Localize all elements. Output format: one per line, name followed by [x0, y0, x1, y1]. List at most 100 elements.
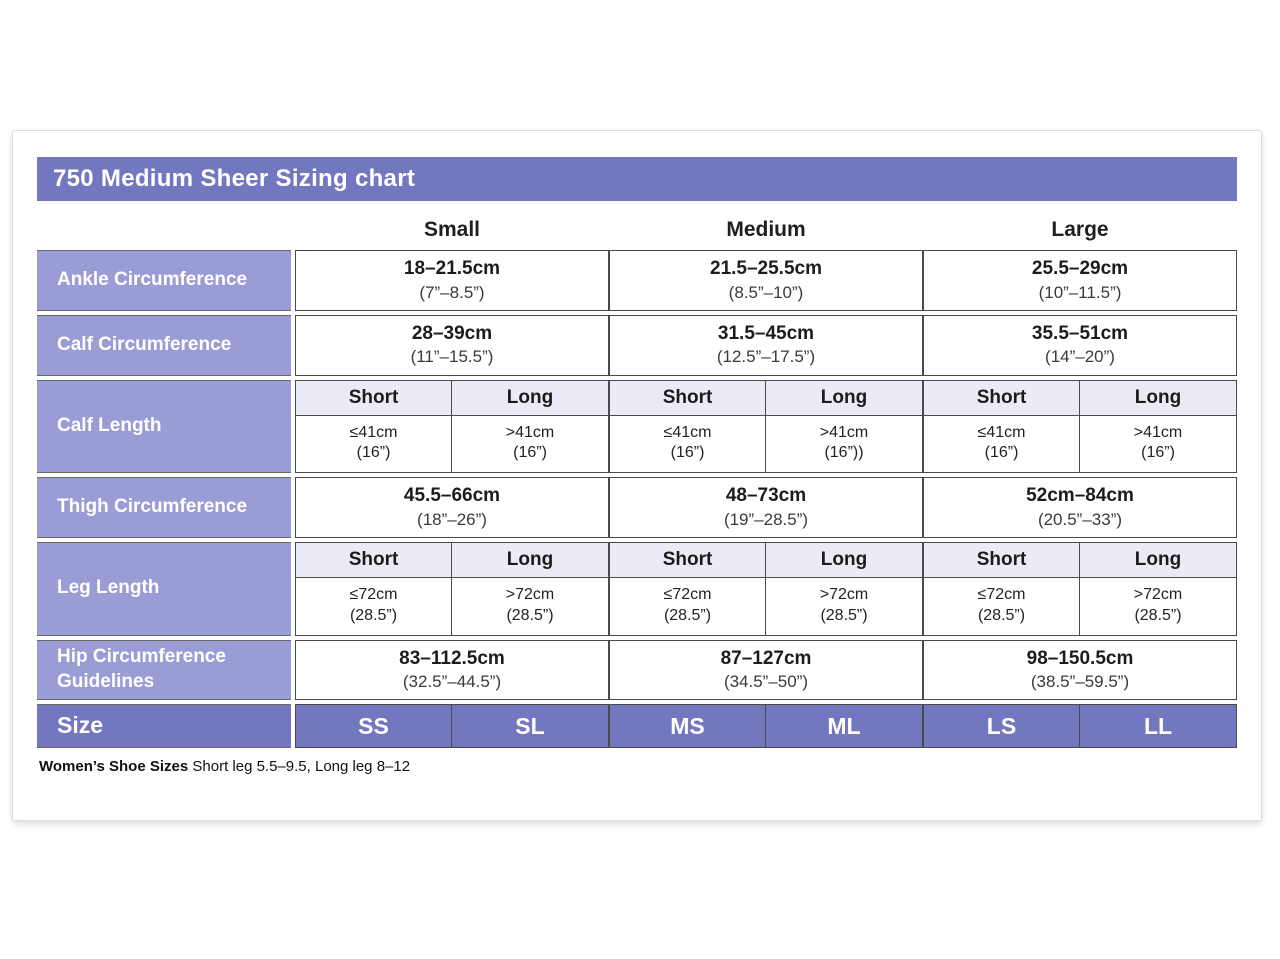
row-size: Size SS SL MS ML LS LL	[37, 704, 1237, 749]
calf-length-subheader: Long	[452, 379, 609, 416]
row-label-hip-circumference: Hip Circumference Guidelines	[37, 639, 291, 701]
chart-title-bar: 750 Medium Sheer Sizing chart	[37, 157, 1237, 201]
cell-main: 98–150.5cm	[1026, 647, 1134, 669]
column-header-small: Small	[423, 218, 481, 241]
calf-length-small-long-cell: >41cm (16”)	[452, 415, 609, 474]
hip-large-cell: 98–150.5cm (38.5”–59.5”)	[923, 639, 1237, 701]
cell-sub: (11”–15.5”)	[410, 347, 494, 367]
cell-main: ≤72cm	[977, 585, 1026, 603]
leg-length-medium-short-cell: ≤72cm (28.5”)	[609, 577, 766, 636]
row-calf-length: Calf Length Short Long Short Long Short …	[37, 379, 1237, 474]
cell-sub: (28.5”)	[1134, 606, 1182, 624]
chart-title: 750 Medium Sheer Sizing chart	[53, 165, 416, 192]
calf-length-subheader: Short	[295, 379, 452, 416]
row-hip-circumference: Hip Circumference Guidelines 83–112.5cm …	[37, 639, 1237, 701]
cell-sub: (28.5”)	[663, 606, 712, 624]
leg-length-large-long-cell: >72cm (28.5”)	[1080, 577, 1237, 636]
cell-main: ≤41cm	[663, 423, 712, 441]
row-label-size: Size	[37, 704, 291, 749]
shoe-sizes-footnote: Women’s Shoe Sizes Short leg 5.5–9.5, Lo…	[39, 758, 1235, 775]
calf-length-medium-short-cell: ≤41cm (16”)	[609, 415, 766, 474]
column-header-large: Large	[1051, 218, 1109, 241]
cell-sub: (34.5”–50”)	[723, 672, 809, 692]
calf-length-large-long-cell: >41cm (16”)	[1080, 415, 1237, 474]
cell-main: 25.5–29cm	[1031, 258, 1129, 279]
cell-main: >41cm	[1133, 423, 1183, 441]
cell-main: 48–73cm	[725, 485, 807, 507]
cell-main: 21.5–25.5cm	[710, 258, 822, 279]
row-label-ankle-circumference: Ankle Circumference	[37, 250, 291, 311]
cell-sub: (28.5”)	[820, 606, 868, 624]
leg-length-small-long-cell: >72cm (28.5”)	[452, 577, 609, 636]
size-cell-ms: MS	[609, 704, 766, 749]
cell-sub: (7”–8.5”)	[419, 282, 485, 302]
calf-length-large-short-cell: ≤41cm (16”)	[923, 415, 1080, 474]
leg-length-small-short-cell: ≤72cm (28.5”)	[295, 577, 452, 636]
cell-sub: (12.5”–17.5”)	[716, 347, 816, 367]
footnote-bold-text: Women’s Shoe Sizes	[39, 758, 189, 776]
calf-length-subheader: Short	[923, 379, 1080, 416]
cell-sub: (18”–26”)	[417, 509, 487, 529]
row-thigh-circumference: Thigh Circumference 45.5–66cm (18”–26”) …	[37, 477, 1237, 538]
cell-sub: (28.5”)	[506, 606, 554, 624]
thigh-large-cell: 52cm–84cm (20.5”–33”)	[923, 477, 1237, 538]
cell-main: 35.5–51cm	[1031, 322, 1129, 344]
cell-main: ≤72cm	[663, 585, 712, 603]
size-cell-ml: ML	[766, 704, 923, 749]
calf-length-subheader: Short	[609, 379, 766, 416]
sizing-chart-card: 750 Medium Sheer Sizing chart Small Medi…	[12, 130, 1262, 821]
hip-medium-cell: 87–127cm (34.5”–50”)	[609, 639, 923, 701]
cell-sub: (8.5”–10”)	[728, 282, 804, 302]
cell-main: 52cm–84cm	[1026, 485, 1134, 507]
thigh-medium-cell: 48–73cm (19”–28.5”)	[609, 477, 923, 538]
leg-length-subheader: Long	[1080, 541, 1237, 578]
cell-main: >72cm	[505, 585, 555, 603]
cell-sub: (16”))	[824, 444, 864, 462]
cell-main: 83–112.5cm	[399, 647, 505, 669]
cell-sub: (20.5”–33”)	[1037, 509, 1123, 529]
row-label-calf-length: Calf Length	[37, 379, 291, 474]
row-calf-circumference: Calf Circumference 28–39cm (11”–15.5”) 3…	[37, 314, 1237, 376]
cell-main: ≤41cm	[349, 423, 398, 441]
calf-length-subheader: Long	[766, 379, 923, 416]
cell-sub: (14”–20”)	[1045, 347, 1115, 367]
calf-length-subheader: Long	[1080, 379, 1237, 416]
cell-main: ≤41cm	[977, 423, 1026, 441]
cell-main: 18–21.5cm	[403, 258, 501, 279]
cell-main: 45.5–66cm	[403, 485, 501, 507]
row-label-thigh-circumference: Thigh Circumference	[37, 477, 291, 538]
calf-length-medium-long-cell: >41cm (16”))	[766, 415, 923, 474]
row-leg-length: Leg Length Short Long Short Long Short L…	[37, 541, 1237, 636]
cell-main: ≤72cm	[349, 585, 398, 603]
cell-sub: (28.5”)	[977, 606, 1026, 624]
column-header-medium: Medium	[726, 218, 806, 241]
cell-main: >41cm	[819, 423, 869, 441]
ankle-small-cell: 18–21.5cm (7”–8.5”)	[295, 250, 609, 311]
size-cell-ss: SS	[295, 704, 452, 749]
size-group-header-row: Small Medium Large	[37, 213, 1237, 248]
cell-sub: (16”)	[984, 444, 1019, 462]
size-cell-ls: LS	[923, 704, 1080, 749]
calf-circumference-small-cell: 28–39cm (11”–15.5”)	[295, 314, 609, 376]
ankle-large-cell: 25.5–29cm (10”–11.5”)	[923, 250, 1237, 311]
calf-circumference-large-cell: 35.5–51cm (14”–20”)	[923, 314, 1237, 376]
calf-circumference-medium-cell: 31.5–45cm (12.5”–17.5”)	[609, 314, 923, 376]
row-label-leg-length: Leg Length	[37, 541, 291, 636]
cell-main: 31.5–45cm	[717, 322, 815, 344]
leg-length-subheader: Long	[766, 541, 923, 578]
cell-sub: (28.5”)	[349, 606, 398, 624]
cell-main: >41cm	[505, 423, 555, 441]
footnote-text: Short leg 5.5–9.5, Long leg 8–12	[188, 758, 411, 776]
cell-main: 87–127cm	[720, 647, 812, 669]
cell-main: >72cm	[819, 585, 869, 603]
cell-sub: (38.5”–59.5”)	[1030, 672, 1130, 692]
leg-length-subheader: Long	[452, 541, 609, 578]
cell-sub: (16”)	[670, 444, 705, 462]
ankle-medium-cell: 21.5–25.5cm (8.5”–10”)	[609, 250, 923, 311]
cell-sub: (19”–28.5”)	[723, 509, 809, 529]
leg-length-subheader: Short	[923, 541, 1080, 578]
cell-sub: (16”)	[513, 444, 547, 462]
hip-small-cell: 83–112.5cm (32.5”–44.5”)	[295, 639, 609, 701]
cell-sub: (16”)	[1141, 444, 1175, 462]
